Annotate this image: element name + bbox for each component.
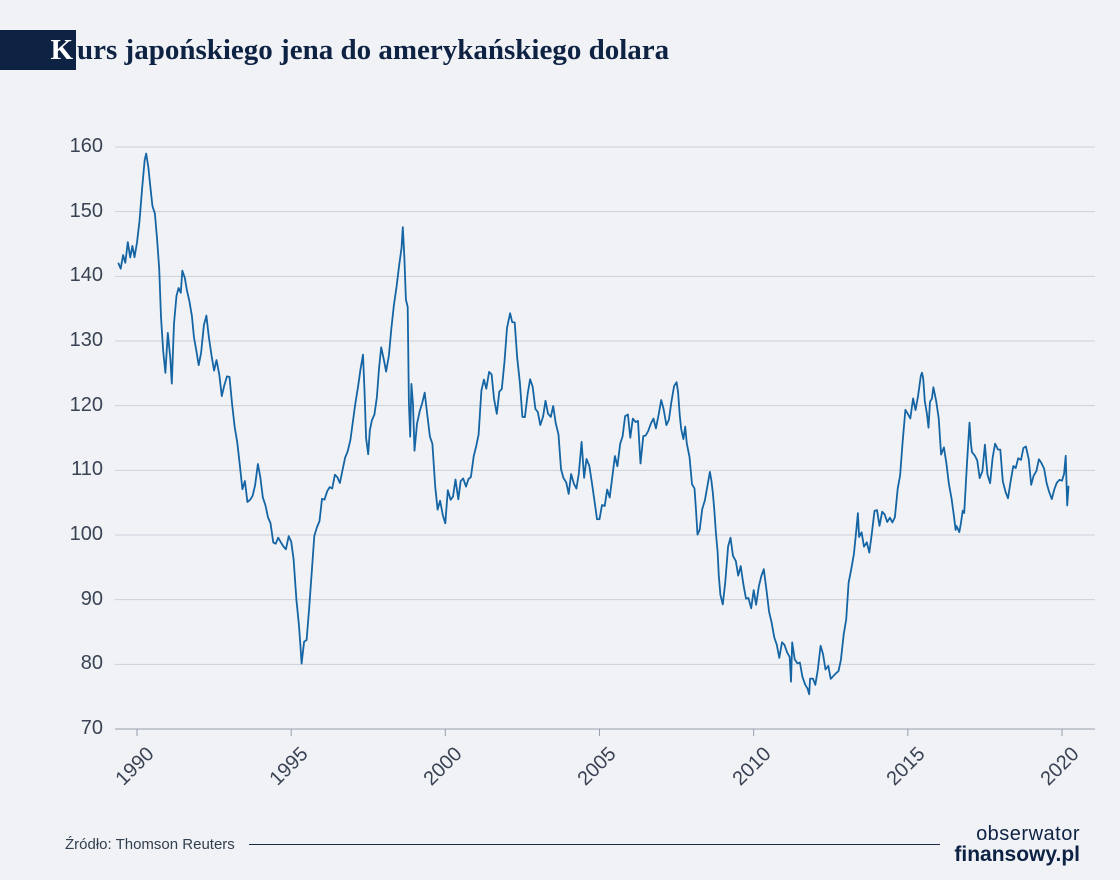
footer-divider [248, 844, 941, 846]
title-initial: K [50, 33, 73, 66]
series-line-usdjpy [117, 152, 1070, 696]
y-axis-label: 100 [69, 523, 103, 545]
source-note: Źródło: Thomson Reuters [65, 836, 235, 854]
footer: Źródło: Thomson Reuters obserwator finan… [65, 824, 1080, 866]
y-axis-label: 160 [69, 135, 103, 157]
x-axis-label: 1995 [265, 743, 313, 791]
chart-header: K urs japońskiego jena do amerykańskiego… [0, 30, 669, 70]
x-axis-label: 2000 [419, 743, 467, 791]
y-axis-label: 110 [71, 458, 103, 481]
page-title: urs japońskiego jena do amerykańskiego d… [77, 34, 670, 66]
brand-logo-line2: finansowy.pl [954, 843, 1080, 867]
x-axis-label: 2020 [1036, 743, 1084, 791]
x-axis-label: 2015 [882, 743, 930, 791]
y-axis-label: 90 [80, 587, 103, 610]
chart-canvas [115, 146, 1095, 737]
x-axis-label: 2010 [728, 743, 776, 791]
brand-logo: obserwator finansowy.pl [954, 824, 1080, 866]
x-axis-label: 1990 [111, 743, 159, 791]
plot-area: 160 150 140 130 120 110 100 90 80 70 1990 1995 2000 2… [70, 135, 1095, 806]
y-axis-label: 120 [69, 393, 103, 416]
brand-logo-line1: obserwator [976, 823, 1080, 845]
y-axis-label: 140 [69, 264, 103, 287]
y-axis-label: 150 [69, 199, 103, 222]
y-axis-label: 70 [80, 717, 103, 739]
y-axis-label: 130 [69, 329, 103, 351]
y-axis-label: 80 [80, 652, 103, 675]
x-axis-label: 2005 [574, 743, 622, 791]
title-badge: K [0, 30, 76, 70]
